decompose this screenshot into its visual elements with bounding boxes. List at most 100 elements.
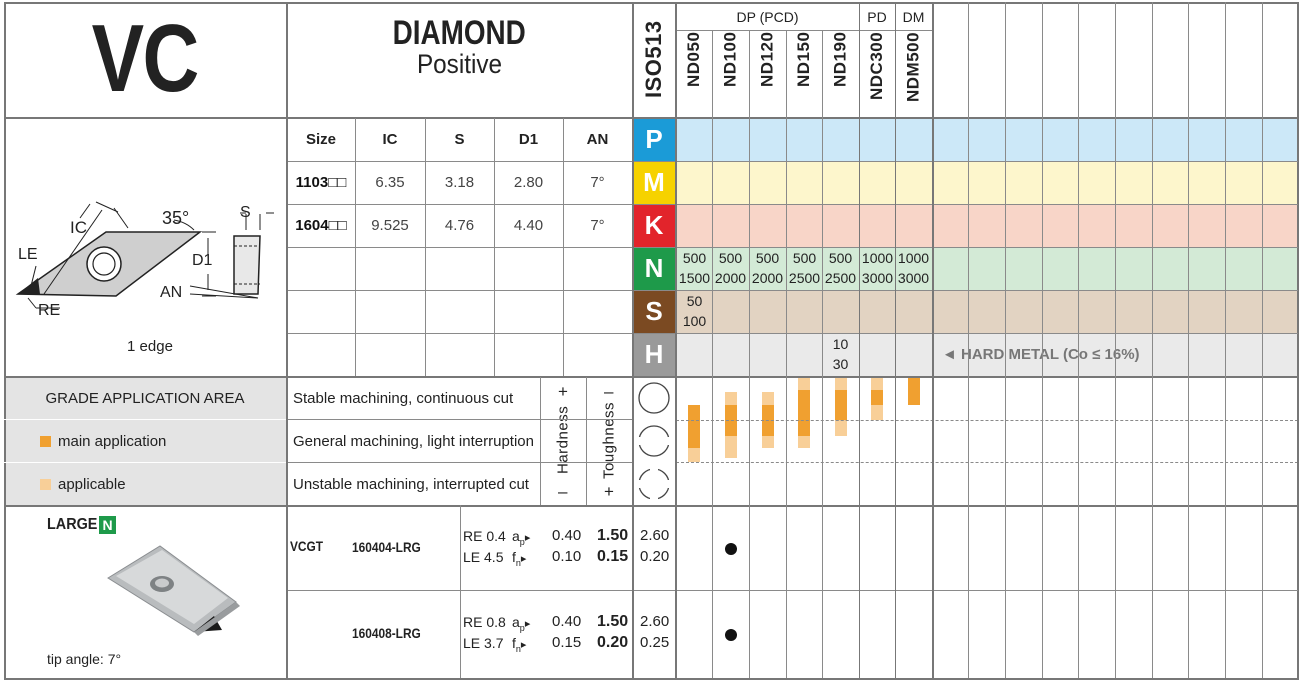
grid-line-v <box>425 118 426 376</box>
ap-letter: a <box>512 528 520 544</box>
ap-label: ap▸ <box>512 528 530 547</box>
speed-min: 500 <box>792 250 817 266</box>
hardness-label: Hardness <box>554 405 572 475</box>
grid-line-v <box>1188 2 1189 678</box>
grid-line-v <box>895 2 896 678</box>
fn-value: 0.25 <box>640 634 670 651</box>
group-pd: PD <box>867 9 887 25</box>
insert-code: 160408-LRG <box>352 625 421 641</box>
iso-band-m <box>676 161 1298 204</box>
main-application-bar <box>798 390 810 436</box>
grid-line-h <box>4 117 1298 119</box>
grid-line-v <box>460 505 461 678</box>
speed-max: 3000 <box>861 270 894 286</box>
arrow-icon: ▸ <box>524 618 531 630</box>
grid-line-h <box>676 30 932 31</box>
grid-line-h <box>4 678 1298 680</box>
main-application-bar <box>907 378 920 405</box>
grade-label-nd100: ND100 <box>720 32 740 88</box>
grade-label-ndc300: NDC300 <box>867 32 886 101</box>
grid-line-v <box>1042 2 1043 678</box>
fn-letter: f <box>512 635 516 651</box>
insert-re: RE 0.4 <box>463 528 506 544</box>
iso-letter-m: M <box>633 161 675 204</box>
grid-line-v <box>355 118 356 376</box>
fn-label: fn▸ <box>512 635 526 654</box>
application-dash-line <box>676 420 1298 421</box>
dim-value-cell: 4.76 <box>444 217 475 234</box>
insert-family: VCGT <box>290 538 324 554</box>
grid-line-v <box>675 2 677 678</box>
fn-value: 0.15 <box>552 634 582 651</box>
dim-header-ic: IC <box>382 131 398 148</box>
light-interruption-icon <box>637 425 671 457</box>
insert-re: RE 0.8 <box>463 614 506 630</box>
fn-value: 0.15 <box>597 548 629 565</box>
dim-header-size: Size <box>305 131 336 148</box>
speed-min: 1000 <box>897 250 930 266</box>
speed-min: 10 <box>832 336 849 352</box>
speed-max: 100 <box>682 313 707 329</box>
ap-letter: a <box>512 614 520 630</box>
toughness-plus: + <box>604 482 614 501</box>
condition-unstable: Unstable machining, interrupted cut <box>293 475 529 493</box>
fn-value: 0.20 <box>640 548 670 565</box>
ap-value: 2.60 <box>640 613 670 630</box>
hard-metal-note: ◄ HARD METAL (Co ≤ 16%) <box>942 346 1140 363</box>
speed-max: 2000 <box>751 270 784 286</box>
main-application-bar <box>871 390 883 405</box>
tip-angle: tip angle: 7° <box>47 651 122 667</box>
ap-sub: p <box>519 622 525 633</box>
speed-max: 2000 <box>714 270 747 286</box>
grid-line-h <box>4 376 1298 378</box>
ap-sub: p <box>519 536 525 547</box>
grid-line-v <box>749 30 750 678</box>
dim-header-d1: D1 <box>518 131 539 148</box>
label-re: RE <box>38 302 61 319</box>
dim-value-cell: 7° <box>590 217 605 234</box>
grid-line-v <box>932 2 934 678</box>
ap-value: 0.40 <box>552 613 582 630</box>
condition-general: General machining, light interruption <box>293 432 534 450</box>
grade-label-nd190: ND190 <box>830 32 850 88</box>
label-ic: IC <box>70 218 87 237</box>
ap-value: 2.60 <box>640 527 670 544</box>
grid-line-h <box>287 204 1298 205</box>
grid-line-v <box>1078 2 1079 678</box>
insert-photo <box>107 545 240 636</box>
iso-letter-p: P <box>633 118 675 161</box>
interrupted-cut-icon <box>637 467 671 501</box>
dim-size-cell: 1103□□ <box>295 174 347 191</box>
header-code: VC <box>91 5 200 112</box>
hardness-plus: + <box>558 382 568 401</box>
grid-line-v <box>1262 2 1263 678</box>
fn-value: 0.10 <box>552 548 582 565</box>
vc-insert-drawing <box>15 201 274 309</box>
material-title: DIAMOND <box>392 14 527 52</box>
speed-min: 1000 <box>861 250 894 266</box>
main-application-bar <box>834 390 847 420</box>
label-s: S <box>240 204 251 221</box>
grid-line-h <box>4 419 286 420</box>
grid-line-v <box>968 2 969 678</box>
grid-line-v <box>786 30 787 678</box>
grid-line-v <box>1115 2 1116 678</box>
grid-line-v <box>4 2 6 680</box>
n-badge: N <box>99 516 116 534</box>
grid-line-v <box>859 2 860 678</box>
fn-value: 0.20 <box>597 634 629 651</box>
applicable-swatch <box>40 478 51 490</box>
speed-max: 30 <box>832 356 849 372</box>
grid-line-v <box>632 2 634 678</box>
chipbreaker-title: LARGE N <box>47 516 116 534</box>
grade-label-nd120: ND120 <box>757 32 777 88</box>
dim-size-cell: 1604□□ <box>295 217 347 234</box>
label-d1: D1 <box>192 252 213 269</box>
hardness-minus: – <box>558 482 568 501</box>
iso-letter-n: N <box>633 247 675 290</box>
dim-value-cell: 3.18 <box>444 174 475 191</box>
grid-line-h <box>287 590 677 591</box>
application-dash-line <box>676 462 1298 463</box>
insert-le: LE 4.5 <box>463 549 504 565</box>
dim-header-an: AN <box>586 131 609 148</box>
